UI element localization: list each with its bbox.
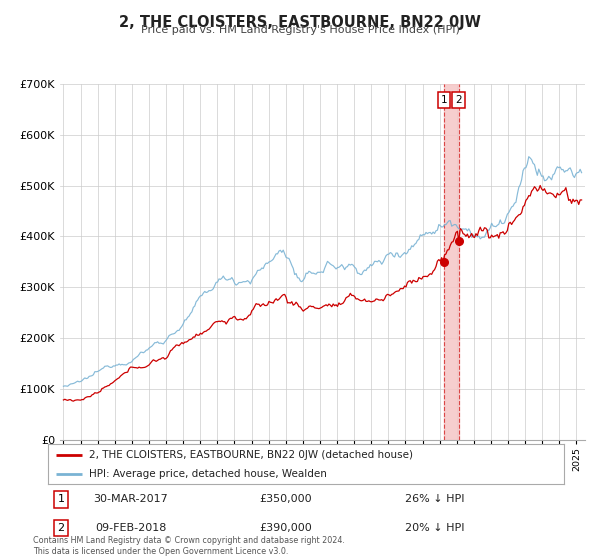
Text: Price paid vs. HM Land Registry's House Price Index (HPI): Price paid vs. HM Land Registry's House … — [140, 25, 460, 35]
Text: 1: 1 — [440, 95, 447, 105]
Text: 2, THE CLOISTERS, EASTBOURNE, BN22 0JW (detached house): 2, THE CLOISTERS, EASTBOURNE, BN22 0JW (… — [89, 450, 413, 460]
Text: 20% ↓ HPI: 20% ↓ HPI — [405, 522, 465, 533]
Text: 2, THE CLOISTERS, EASTBOURNE, BN22 0JW: 2, THE CLOISTERS, EASTBOURNE, BN22 0JW — [119, 15, 481, 30]
Text: 2: 2 — [455, 95, 462, 105]
Bar — [444, 84, 458, 440]
Text: HPI: Average price, detached house, Wealden: HPI: Average price, detached house, Weal… — [89, 469, 327, 479]
Text: 09-FEB-2018: 09-FEB-2018 — [95, 522, 166, 533]
Text: 30-MAR-2017: 30-MAR-2017 — [93, 494, 168, 505]
Text: £390,000: £390,000 — [259, 522, 312, 533]
Text: Contains HM Land Registry data © Crown copyright and database right 2024.
This d: Contains HM Land Registry data © Crown c… — [33, 536, 345, 556]
Text: 2: 2 — [58, 522, 64, 533]
Text: 1: 1 — [58, 494, 64, 505]
Text: 26% ↓ HPI: 26% ↓ HPI — [405, 494, 465, 505]
Text: £350,000: £350,000 — [259, 494, 311, 505]
